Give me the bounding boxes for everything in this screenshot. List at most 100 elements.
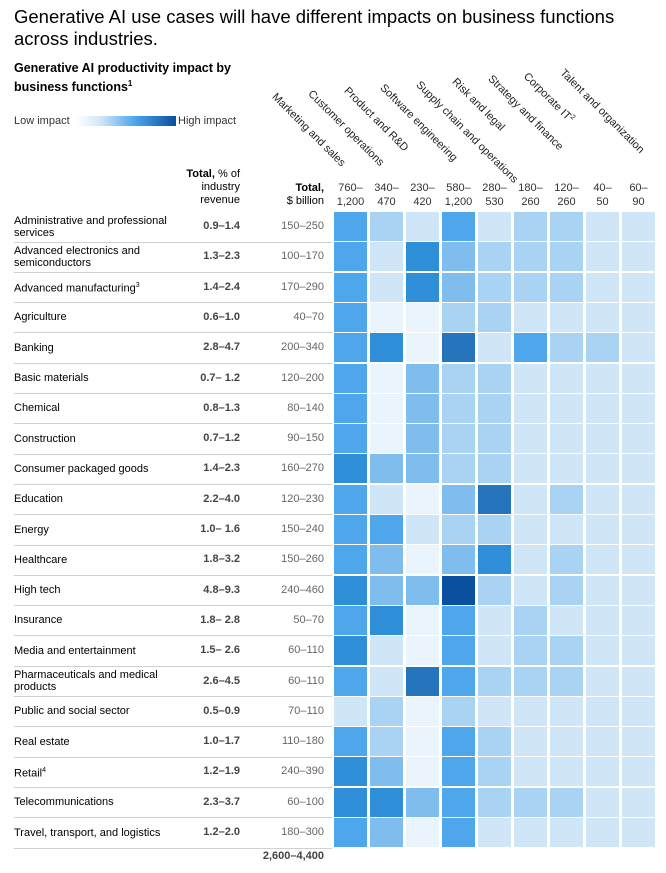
column-range-6: 180– 260 [514, 181, 547, 209]
legend-high-label: High impact [178, 115, 237, 127]
heatmap-cell [550, 636, 583, 666]
heatmap-cell [514, 575, 547, 605]
heatmap-cell [550, 515, 583, 544]
row-total-usd: 180–300 [281, 826, 324, 838]
heatmap-cell [586, 515, 619, 544]
heatmap-cell [406, 363, 439, 393]
row-label: Retail4 [14, 757, 184, 786]
heatmap-cell [478, 212, 511, 241]
row-label-text: Insurance [14, 614, 63, 627]
range-top: 760– [338, 182, 363, 194]
row-total-pct: 1.2–1.9 [203, 765, 240, 778]
heatmap-cell [586, 666, 619, 696]
heatmap-cell [514, 787, 547, 817]
heatmap-cell [334, 636, 367, 666]
heatmap-cell [622, 363, 655, 393]
row-label-text: Basic materials [14, 372, 89, 384]
range-top: 340– [374, 182, 399, 194]
row-total-usd: 160–270 [281, 462, 324, 475]
row-total-pct: 2.6–4.5 [203, 674, 240, 687]
row-total-usd: 100–170 [281, 250, 324, 263]
row-total-pct: 1.0– 1.6 [200, 523, 240, 535]
heatmap-cell [622, 545, 655, 575]
heatmap-cell [406, 212, 439, 241]
column-header-4: Software engineering [378, 82, 460, 164]
row-label-text: Retail4 [14, 766, 47, 780]
heatmap-cell [586, 333, 619, 363]
heatmap-cell [478, 636, 511, 666]
heatmap-cell [514, 212, 547, 241]
heatmap-cell [586, 393, 619, 423]
heatmap-cell [586, 636, 619, 666]
row-label: Telecommunications [14, 788, 184, 817]
heatmap-cell [514, 393, 547, 423]
range-bottom: 1,200 [444, 196, 473, 208]
column-range-5: 280– 530 [478, 181, 511, 209]
heatmap-cell [334, 818, 367, 847]
heatmap-cell [514, 818, 547, 847]
heatmap-cell [550, 696, 583, 726]
heatmap-cell [514, 333, 547, 363]
row-divider [14, 514, 332, 516]
row-total-pct: 1.0–1.7 [203, 735, 240, 748]
row-label-text: Agriculture [14, 311, 67, 324]
heatmap-cell [514, 636, 547, 666]
heatmap-cell [370, 272, 403, 302]
heatmap-cell [622, 515, 655, 544]
column-name: Strategy and finance [485, 73, 566, 153]
heatmap-cell [586, 575, 619, 605]
heatmap-cell [442, 636, 475, 666]
row-divider [14, 241, 332, 243]
row-label-text: Construction [14, 432, 76, 445]
row-label: Real estate [14, 727, 184, 756]
subtitle-footnote: 1 [127, 79, 133, 88]
heatmap-cell [406, 484, 439, 514]
row-total-pct: 4.8–9.3 [203, 583, 240, 596]
row-total-usd: 150–260 [281, 553, 324, 566]
heatmap-cell [334, 333, 367, 363]
header-total-usd-bold: Total, [295, 182, 324, 194]
row-total-usd: 70–110 [288, 704, 324, 717]
heatmap-cell [622, 575, 655, 605]
heatmap-cell [406, 454, 439, 484]
heatmap-cell [586, 727, 619, 757]
heatmap-cell [586, 363, 619, 393]
row-total-usd: 90–150 [287, 432, 324, 445]
row-divider [14, 302, 332, 304]
row-total-usd: 80–140 [287, 401, 324, 414]
row-label-text: Chemical [14, 402, 60, 415]
heatmap-cell [586, 454, 619, 484]
heatmap-cell [478, 454, 511, 484]
row-total-usd: 240–390 [281, 765, 324, 778]
heatmap-cell [622, 454, 655, 484]
range-bottom: 470 [377, 196, 396, 208]
heatmap-cell [442, 242, 475, 272]
row-divider [14, 332, 332, 334]
range-top: 60– [629, 182, 648, 194]
header-total-pct: Total, % of industry revenue [170, 168, 240, 207]
heatmap-cell [334, 212, 367, 241]
heatmap-cell [586, 302, 619, 332]
row-label-text: Public and social sector [14, 705, 130, 718]
heatmap-cell [478, 393, 511, 423]
heatmap-cell [442, 363, 475, 393]
heatmap-cell [406, 242, 439, 272]
row-label: Agriculture [14, 303, 184, 332]
grand-total-usd: 2,600–4,400 [262, 850, 324, 862]
heatmap-cell [442, 484, 475, 514]
heatmap-cell [514, 454, 547, 484]
row-label-text: Advanced manufacturing3 [14, 281, 140, 295]
row-label-text: High tech [14, 584, 61, 597]
heatmap-cell [514, 515, 547, 544]
heatmap-cell [406, 666, 439, 696]
heatmap-cell [442, 666, 475, 696]
row-divider [14, 756, 332, 758]
row-label-text: Consumer packaged goods [14, 462, 149, 475]
row-divider [14, 847, 332, 849]
heatmap-cell [550, 424, 583, 454]
heatmap-cell [370, 818, 403, 847]
heatmap-cell [406, 605, 439, 635]
chart-title: Generative AI use cases will have differ… [14, 6, 615, 49]
row-divider [14, 665, 332, 667]
row-total-pct: 1.8– 2.8 [200, 613, 240, 626]
